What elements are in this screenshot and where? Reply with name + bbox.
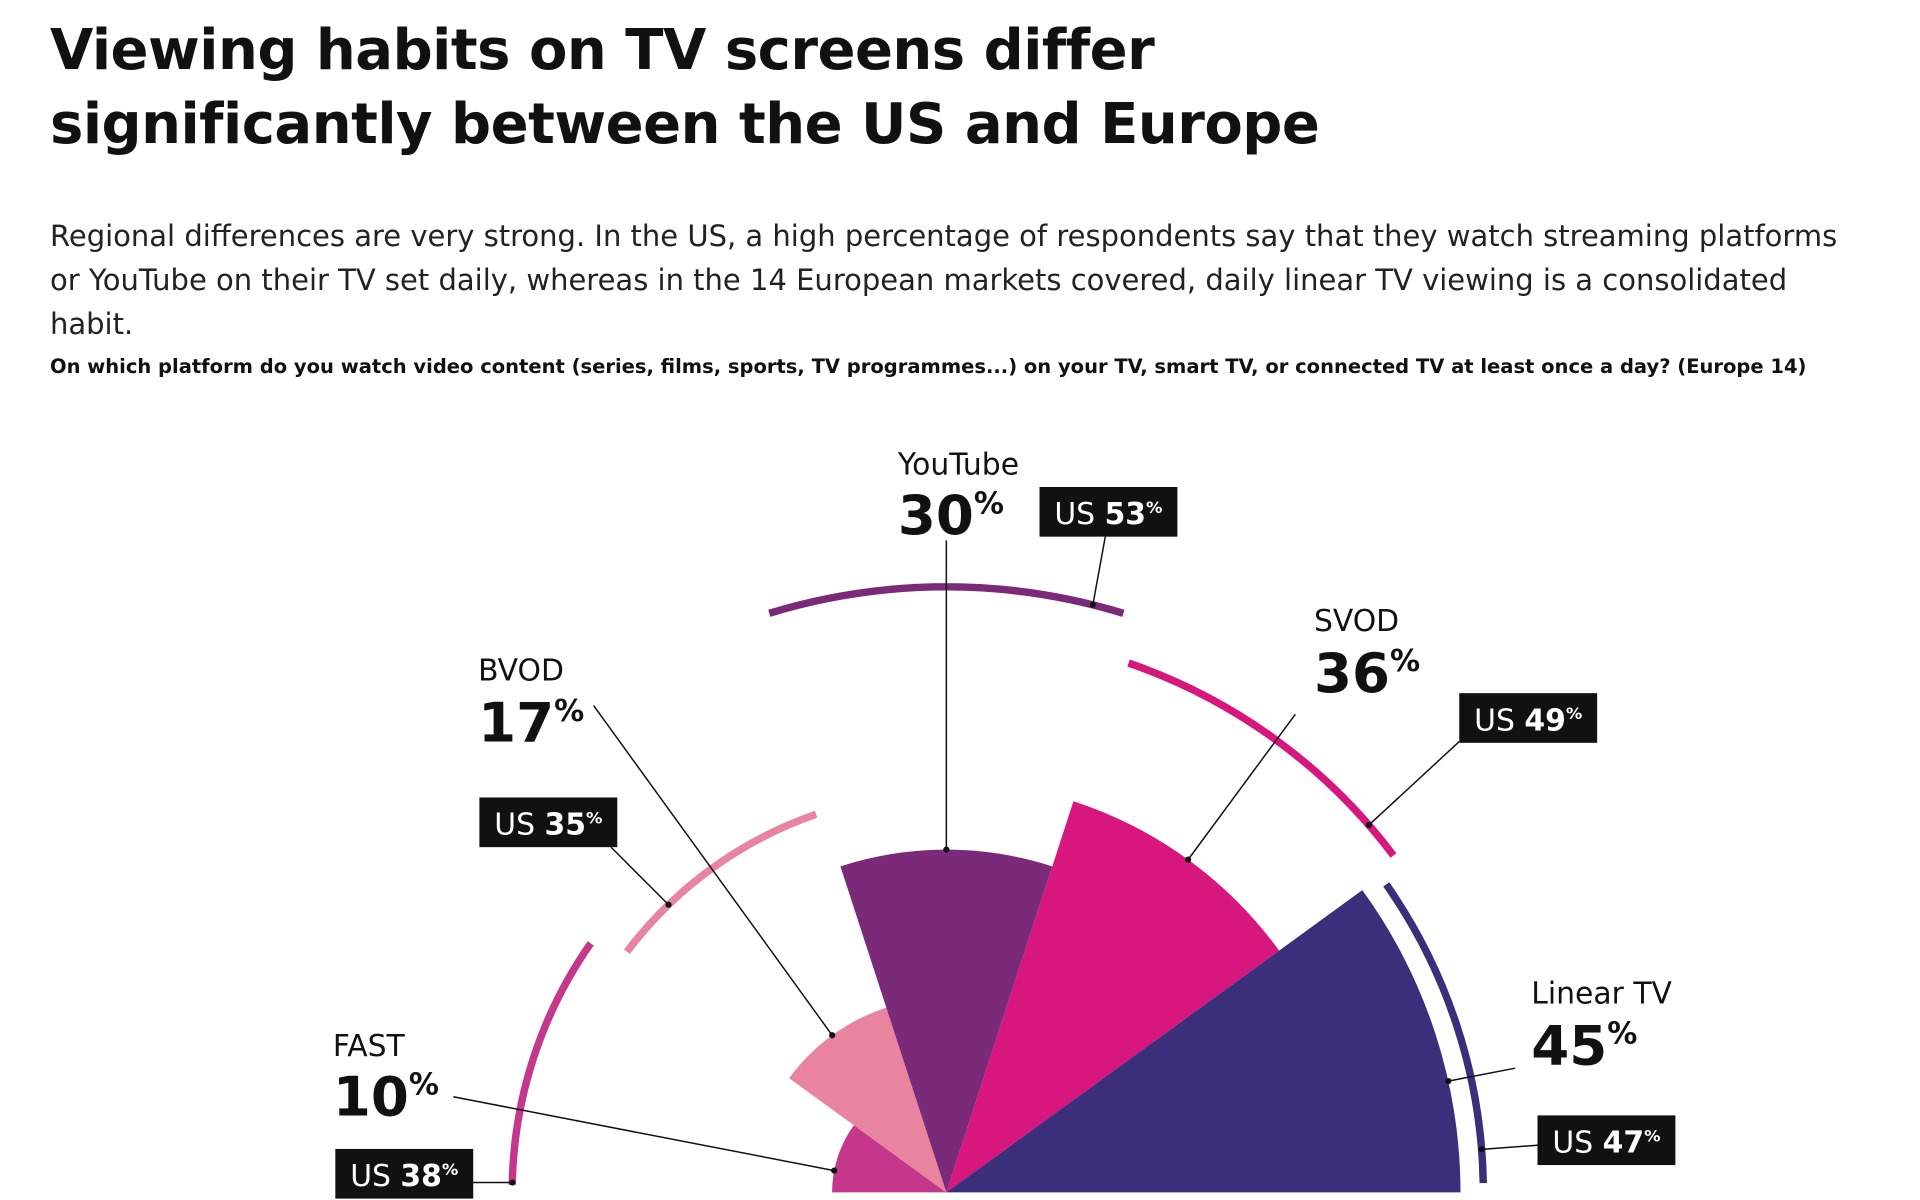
leader-dot xyxy=(829,1032,836,1039)
wedge xyxy=(946,890,1461,1193)
leader-line xyxy=(453,1096,835,1172)
us-value-label: US 38% xyxy=(350,1159,458,1194)
leader-dot xyxy=(1185,856,1192,863)
value-label: 45% xyxy=(1531,1013,1637,1077)
us-value-label: US 53% xyxy=(1054,497,1162,532)
us-label-box xyxy=(1459,693,1598,743)
leader-line xyxy=(1187,713,1296,861)
value-label: 30% xyxy=(898,483,1004,547)
category-label: BVOD xyxy=(478,654,564,689)
category-label: FAST xyxy=(333,1029,406,1064)
us-label-box xyxy=(1537,1115,1676,1166)
us-label-box xyxy=(335,1148,474,1199)
us-value-label: US 47% xyxy=(1552,1126,1660,1161)
us-value-label: US 49% xyxy=(1474,703,1582,738)
category-label: YouTube xyxy=(897,448,1019,483)
chart-question: On which platform do you watch video con… xyxy=(50,355,1807,378)
leader-line xyxy=(593,705,833,1036)
leader-dot xyxy=(665,901,672,908)
us-label: US 47% xyxy=(1537,1115,1676,1166)
us-value-label: US 35% xyxy=(494,808,602,843)
leader-dot xyxy=(1445,1078,1452,1085)
value-label: 17% xyxy=(478,691,584,755)
us-arc xyxy=(1127,659,1397,858)
us-label-box xyxy=(479,797,618,848)
leader-line xyxy=(1092,536,1107,605)
leader-line xyxy=(1481,1144,1538,1151)
us-arc xyxy=(508,941,594,1185)
wedge xyxy=(832,1125,947,1193)
leader-line xyxy=(1368,741,1460,826)
subtitle: Regional differences are very strong. In… xyxy=(50,219,1838,341)
wedge xyxy=(946,801,1280,1193)
leader-dot xyxy=(943,846,950,853)
leader-line xyxy=(610,846,670,906)
leader-dot xyxy=(1478,1146,1485,1153)
value-label: 10% xyxy=(333,1064,439,1128)
leader-dot xyxy=(831,1167,838,1174)
leader-dot xyxy=(1089,601,1096,608)
wedge xyxy=(789,1007,947,1193)
title: Viewing habits on TV screens differ sign… xyxy=(50,18,1320,157)
leader-dot xyxy=(1365,821,1372,829)
us-label-box xyxy=(1039,486,1178,537)
wedge xyxy=(840,849,1053,1193)
value-label: 36% xyxy=(1314,641,1420,705)
us-label: US 49% xyxy=(1459,693,1598,743)
leader-line xyxy=(1448,1067,1516,1082)
us-label: US 53% xyxy=(1039,486,1178,537)
leader-dot xyxy=(509,1179,516,1186)
category-label: Linear TV xyxy=(1531,977,1672,1012)
us-label: US 35% xyxy=(479,797,618,848)
category-label: SVOD xyxy=(1314,604,1399,639)
us-arc xyxy=(1383,882,1487,1184)
us-label: US 38% xyxy=(335,1148,474,1199)
